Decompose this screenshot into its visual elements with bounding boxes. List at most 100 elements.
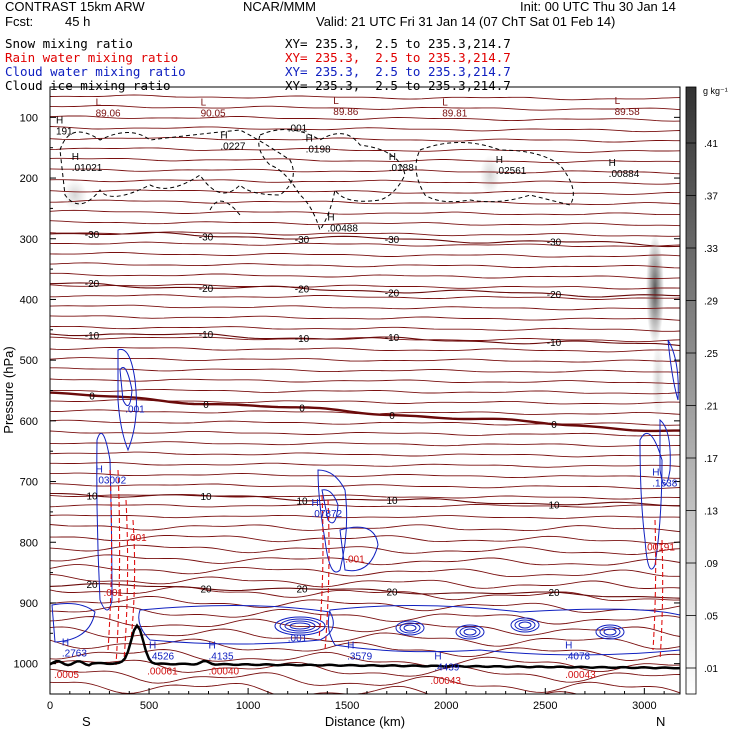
extremum-value: .00043 [565, 670, 596, 681]
isotherm-0 [50, 391, 680, 433]
geopotential-line [50, 554, 680, 566]
geopotential-line [50, 294, 680, 300]
extremum-value: .00061 [147, 667, 178, 678]
isotherm-label: 0 [203, 400, 209, 411]
geopotential-line [50, 262, 680, 269]
isotherm-label: -10 [385, 333, 400, 344]
geopotential-line [50, 179, 680, 185]
isotherm-label: -20 [385, 288, 400, 299]
isotherm-label: 20 [548, 588, 560, 599]
extremum-marker: L [442, 97, 448, 108]
extremum-value: .4439 [434, 662, 459, 673]
x-tick-label: 2000 [434, 700, 458, 712]
cloud-water-contour [119, 367, 133, 407]
extremum-marker: L [615, 96, 621, 107]
geopotential-line [50, 347, 680, 353]
forecast-label: Fcst: [5, 14, 34, 29]
extremum-value: .00043 [430, 676, 461, 687]
cloud-water-contour [667, 339, 679, 401]
geopotential-line [50, 573, 680, 589]
cloud-water-contour [595, 624, 625, 640]
geopotential-line [50, 136, 680, 143]
colorbar-unit: g kg⁻¹ [703, 86, 728, 96]
colorbar-tick-label: .09 [704, 559, 718, 570]
extremum-marker: H [56, 115, 63, 126]
extremum-value: 89.86 [333, 107, 358, 118]
geopotential-line [50, 272, 680, 279]
geopotential-line [50, 419, 680, 426]
x-tick-label: 2500 [533, 700, 557, 712]
init-time: Init: 00 UTC Thu 30 Jan 14 [520, 0, 676, 14]
y-tick-label: 200 [20, 173, 38, 185]
geopotential-line [50, 564, 680, 578]
geopotential-line [50, 399, 680, 405]
isotherm-label: -30 [295, 235, 310, 246]
geopotential-line [50, 378, 680, 385]
y-tick-label: 900 [20, 598, 38, 610]
field-xy-snow: XY= 235.3, 2.5 to 235.3,214.7 [285, 36, 511, 51]
isotherm--20 [50, 282, 680, 298]
isotherm-label: 10 [86, 492, 98, 503]
geopotential-line [50, 147, 680, 153]
extremum-value: .0188 [389, 163, 414, 174]
extremum-value: .0198 [306, 145, 331, 156]
extremum-marker: H [327, 213, 334, 224]
isotherm-label: -10 [547, 338, 562, 349]
y-tick-label: 300 [20, 234, 38, 246]
isotherm-label: -10 [295, 334, 310, 345]
rain-water-contour [318, 494, 324, 641]
north-end-label: N [656, 714, 665, 729]
geopotential-line [50, 544, 680, 555]
y-tick-label: 600 [20, 416, 38, 428]
y-tick-label: 800 [20, 537, 38, 549]
colorbar [685, 86, 697, 695]
cloud-ice-contour [59, 129, 294, 205]
isotherm--30 [50, 231, 680, 248]
cloud-water-contour [639, 432, 663, 570]
isotherm-label: 20 [386, 588, 398, 599]
extremum-value: 89.06 [96, 108, 121, 119]
geopotential-line [50, 605, 680, 625]
forecast-hours: 45 h [65, 14, 91, 29]
extremum-marker: L [201, 97, 207, 108]
cloud-water-contour [289, 622, 311, 630]
geopotential-line [50, 189, 680, 195]
geopotential-line [50, 503, 680, 508]
extremum-value: .02561 [496, 166, 527, 177]
isotherm-label: 10 [386, 496, 398, 507]
geopotential-line [50, 472, 680, 479]
geopotential-line [50, 441, 680, 447]
isotherm-label: 0 [299, 403, 305, 414]
geopotential-line [50, 157, 680, 164]
field-name-rain: Rain water mixing ratio [5, 50, 179, 65]
extremum-value: .4526 [149, 652, 174, 663]
x-tick-label: 3000 [632, 700, 656, 712]
snow-shade-upper [480, 155, 500, 195]
cloud-water-contour [463, 628, 477, 636]
isotherm-20 [50, 583, 680, 599]
cloud-water-contour [96, 432, 113, 611]
extremum-marker: H [565, 641, 572, 652]
extremum-value: .001 [288, 123, 308, 134]
isotherm-10 [50, 492, 680, 507]
colorbar-tick-label: .37 [704, 192, 718, 203]
cloud-ice-contour [209, 200, 241, 216]
geopotential-line [50, 595, 680, 613]
snow-shade-lower [652, 340, 664, 420]
cloud-water-contour [51, 603, 96, 643]
cloud-water-contour [317, 469, 348, 573]
extremum-value: .001 [125, 404, 145, 415]
isotherm--10 [50, 333, 680, 347]
geopotential-line [50, 638, 680, 661]
isotherm-label: 0 [389, 411, 395, 422]
extremum-marker: H [609, 158, 616, 169]
x-tick-label: 0 [47, 700, 53, 712]
isotherm-label: -30 [85, 230, 100, 241]
colorbar-tick-label: .05 [704, 612, 718, 623]
isotherm-label: -20 [295, 284, 310, 295]
cloud-water-contour [284, 620, 316, 632]
extremum-value: .4078 [565, 652, 590, 663]
field-name-cloud-ice: Cloud ice mixing ratio [5, 78, 171, 93]
snow-shade-plume [646, 235, 664, 345]
isotherm-label: 20 [86, 580, 98, 591]
